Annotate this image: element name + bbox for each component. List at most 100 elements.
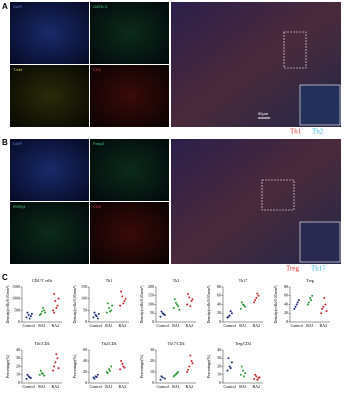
data-point bbox=[159, 378, 162, 381]
image bbox=[90, 65, 169, 127]
data-point bbox=[307, 301, 310, 304]
roi bbox=[261, 179, 295, 211]
data-point bbox=[254, 373, 257, 376]
y-axis-label: Percentage(%) bbox=[5, 354, 10, 378]
marker-label: Th2 bbox=[312, 128, 324, 136]
data-point bbox=[187, 293, 190, 295]
data-point bbox=[159, 315, 162, 318]
y-tick-label: 1500 bbox=[12, 284, 20, 289]
data-point bbox=[295, 303, 298, 306]
data-point bbox=[256, 378, 259, 381]
data-point bbox=[109, 310, 111, 313]
y-tick-label: 0 bbox=[18, 319, 20, 324]
data-point bbox=[227, 315, 230, 318]
y-tick-label: 0 bbox=[152, 380, 154, 385]
image bbox=[90, 2, 169, 64]
data-point bbox=[55, 307, 58, 309]
y-tick-label: 0 bbox=[219, 319, 221, 324]
y-tick-label: 30 bbox=[150, 347, 154, 352]
data-point bbox=[97, 312, 100, 315]
data-point bbox=[294, 305, 297, 308]
y-tick-label: 0 bbox=[85, 380, 87, 385]
x-tick-label: Control bbox=[23, 323, 36, 328]
image bbox=[90, 139, 169, 201]
marker-label: Th1 bbox=[290, 128, 302, 136]
y-axis-label: Percentage(%) bbox=[72, 354, 77, 378]
data-point bbox=[121, 362, 124, 365]
image bbox=[90, 202, 169, 264]
data-point bbox=[52, 369, 55, 372]
y-tick-label: 0 bbox=[18, 380, 20, 385]
data-point bbox=[55, 353, 58, 356]
data-point bbox=[108, 368, 110, 371]
data-point bbox=[160, 375, 163, 378]
data-point bbox=[42, 307, 44, 309]
data-point bbox=[120, 360, 123, 362]
data-point bbox=[56, 304, 59, 307]
y-axis-label: Density(cells/0.05mm²) bbox=[206, 285, 211, 324]
data-point bbox=[92, 316, 95, 319]
data-point bbox=[310, 299, 312, 302]
plot-title: Th17/CD4 bbox=[167, 341, 184, 346]
data-point bbox=[324, 303, 327, 306]
y-tick-label: 1000 bbox=[12, 296, 20, 301]
y-tick-label: 20 bbox=[217, 310, 221, 315]
y-tick-label: 20 bbox=[284, 310, 288, 315]
data-point bbox=[43, 374, 46, 377]
x-tick-label: RA2 bbox=[186, 384, 194, 389]
channel-label: GATA-3 bbox=[93, 4, 108, 9]
data-point bbox=[93, 377, 96, 380]
data-point bbox=[257, 294, 260, 297]
channel-label: Foxp3 bbox=[93, 141, 105, 146]
y-tick-label: 0 bbox=[286, 319, 288, 324]
data-point bbox=[121, 295, 124, 298]
data-point bbox=[38, 373, 41, 376]
y-tick-label: 150 bbox=[148, 293, 154, 298]
x-tick-label: RA1 bbox=[105, 384, 113, 389]
data-point bbox=[39, 369, 42, 372]
channel-label: RORγt bbox=[13, 204, 26, 209]
y-tick-label: 40 bbox=[284, 301, 288, 306]
y-tick-label: 60 bbox=[217, 293, 221, 298]
data-point bbox=[189, 305, 192, 308]
channel-label: CD4 bbox=[93, 67, 102, 72]
marker-label: Treg bbox=[286, 265, 299, 273]
data-point bbox=[311, 294, 314, 297]
data-point bbox=[229, 310, 232, 313]
x-tick-label: RA1 bbox=[172, 384, 180, 389]
data-point bbox=[57, 297, 60, 300]
data-point bbox=[177, 305, 180, 308]
data-point bbox=[111, 304, 114, 307]
data-point bbox=[256, 292, 259, 295]
data-point bbox=[189, 354, 192, 357]
data-point bbox=[190, 300, 193, 302]
data-point bbox=[96, 373, 99, 376]
channel-label: DAPI bbox=[13, 141, 22, 146]
y-tick-label: 10 bbox=[217, 372, 221, 377]
data-point bbox=[309, 296, 311, 299]
data-point bbox=[57, 367, 60, 370]
data-point bbox=[186, 371, 189, 373]
data-point bbox=[52, 309, 55, 312]
y-tick-label: 30 bbox=[217, 355, 221, 360]
x-tick-label: RA2 bbox=[52, 323, 60, 328]
data-point bbox=[108, 307, 110, 309]
data-point bbox=[27, 314, 30, 316]
data-point bbox=[28, 376, 31, 379]
data-point bbox=[54, 300, 57, 302]
data-point bbox=[255, 296, 258, 299]
data-point bbox=[178, 308, 181, 311]
data-point bbox=[228, 365, 231, 368]
data-point bbox=[93, 311, 96, 314]
data-point bbox=[188, 296, 191, 299]
data-point bbox=[191, 362, 194, 365]
data-point bbox=[176, 303, 178, 306]
y-tick-label: 10 bbox=[16, 372, 20, 377]
y-tick-label: 20 bbox=[217, 363, 221, 368]
data-point bbox=[297, 299, 300, 302]
x-tick-label: RA1 bbox=[306, 323, 314, 328]
data-point bbox=[110, 365, 113, 368]
data-point bbox=[296, 301, 299, 304]
data-point bbox=[119, 304, 122, 307]
plot-title: Th2 bbox=[173, 278, 179, 283]
